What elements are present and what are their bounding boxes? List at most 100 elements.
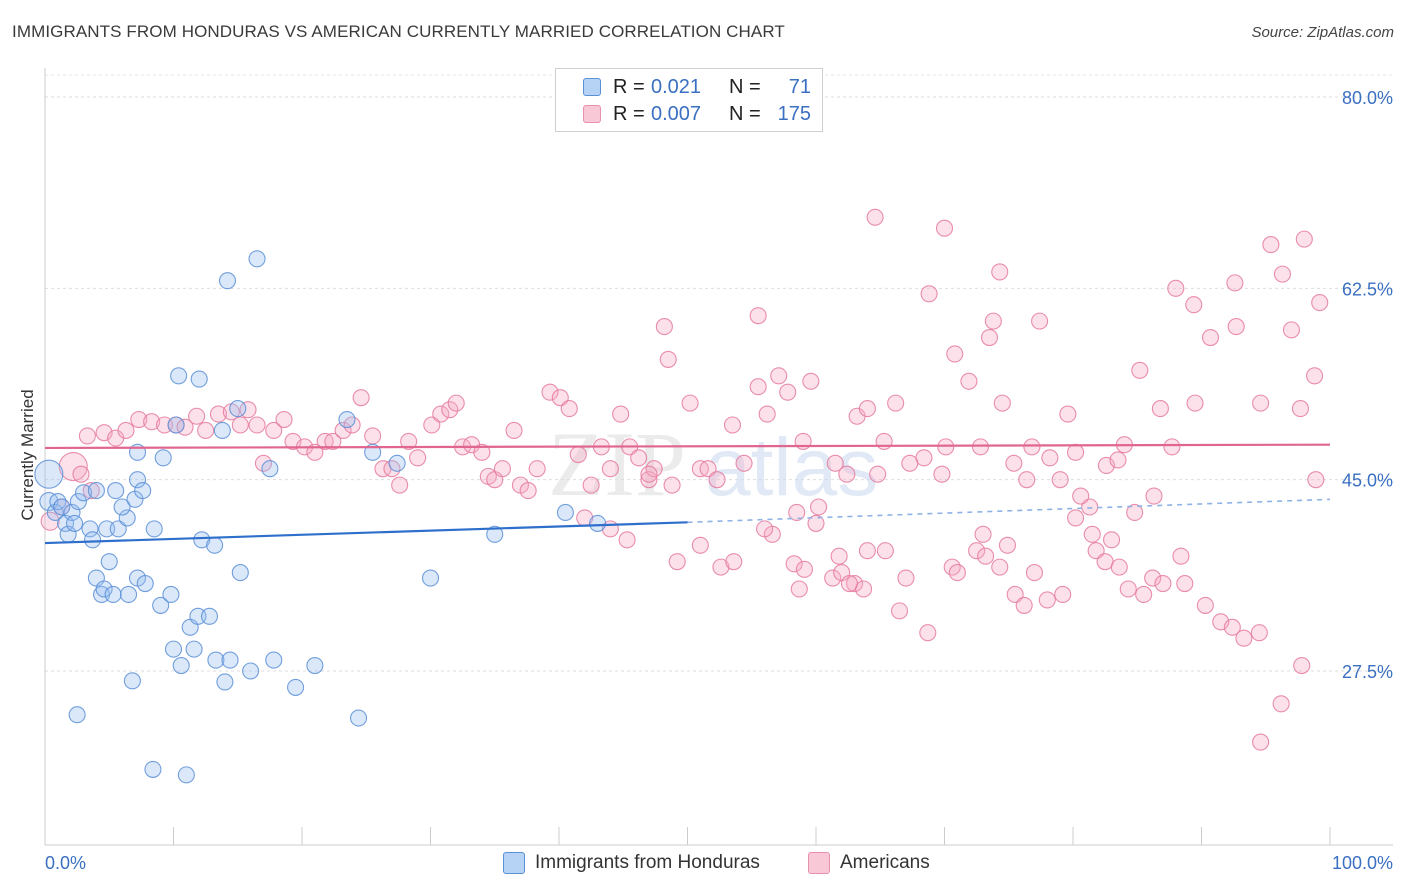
americans-point bbox=[640, 465, 658, 483]
americans-point bbox=[1018, 471, 1036, 489]
honduras-point bbox=[66, 514, 84, 532]
americans-point bbox=[869, 465, 887, 483]
bottom-legend-honduras: Immigrants from Honduras bbox=[503, 852, 760, 874]
americans-point bbox=[960, 372, 978, 390]
americans-point bbox=[1041, 449, 1059, 467]
honduras-point bbox=[83, 531, 102, 549]
trend-lines bbox=[44, 443, 1331, 545]
honduras-point bbox=[75, 484, 93, 502]
honduras-point bbox=[152, 596, 170, 614]
chart-title: IMMIGRANTS FROM HONDURAS VS AMERICAN CUR… bbox=[12, 22, 785, 41]
axes bbox=[44, 68, 1393, 846]
americans-point bbox=[640, 471, 658, 489]
americans-point bbox=[712, 558, 730, 576]
americans-point bbox=[618, 531, 636, 549]
americans-point bbox=[1067, 443, 1085, 461]
honduras-point bbox=[167, 416, 185, 434]
honduras-point bbox=[242, 662, 260, 680]
americans-point bbox=[681, 394, 699, 412]
americans-point bbox=[447, 394, 465, 412]
americans-point bbox=[1226, 274, 1244, 292]
americans-point bbox=[143, 413, 161, 431]
americans-point bbox=[708, 471, 726, 489]
americans-point bbox=[324, 432, 342, 450]
honduras-point bbox=[213, 421, 231, 440]
americans-point bbox=[1135, 585, 1153, 604]
honduras-points bbox=[34, 250, 607, 784]
americans-point bbox=[1163, 438, 1181, 456]
honduras-point bbox=[190, 370, 208, 388]
honduras-point bbox=[145, 520, 163, 538]
americans-point bbox=[770, 367, 788, 385]
americans-point bbox=[275, 410, 293, 429]
americans-point bbox=[933, 465, 951, 483]
americans-point bbox=[1196, 596, 1214, 614]
americans-point bbox=[601, 460, 619, 478]
americans-point bbox=[1311, 293, 1329, 312]
honduras-point bbox=[34, 459, 64, 489]
americans-point bbox=[993, 394, 1011, 412]
americans-point bbox=[188, 407, 206, 425]
honduras-point bbox=[107, 482, 125, 500]
legend-n-value: 71 bbox=[788, 75, 811, 98]
americans-point bbox=[248, 416, 266, 434]
americans-point bbox=[1031, 312, 1049, 330]
bottom-legend-swatch-honduras bbox=[503, 852, 525, 874]
americans-point bbox=[1051, 471, 1069, 489]
americans-point bbox=[991, 263, 1009, 281]
legend-n-label: N = bbox=[729, 102, 761, 125]
americans-point bbox=[400, 432, 418, 450]
americans-point bbox=[130, 410, 148, 429]
americans-point bbox=[756, 520, 774, 538]
americans-point bbox=[155, 416, 174, 434]
legend-swatch-americans bbox=[583, 105, 601, 123]
americans-point bbox=[919, 624, 937, 642]
y-tick-label: 27.5% bbox=[1342, 662, 1393, 682]
americans-point bbox=[1167, 279, 1185, 297]
honduras-point bbox=[388, 454, 406, 472]
honduras-point bbox=[206, 536, 224, 554]
americans-point bbox=[946, 345, 964, 363]
correlation-legend: R = 0.021 N = 71 R = 0.007 N = 175 bbox=[555, 68, 823, 132]
americans-point bbox=[691, 536, 709, 554]
americans-point bbox=[802, 372, 820, 390]
americans-point bbox=[749, 378, 767, 396]
americans-point bbox=[1186, 394, 1204, 412]
americans-point bbox=[441, 401, 459, 419]
americans-point bbox=[845, 574, 864, 593]
legend-r-label: R = bbox=[613, 102, 645, 125]
americans-point bbox=[72, 465, 90, 483]
watermark-atlas: atlas bbox=[705, 422, 878, 513]
americans-point bbox=[1293, 656, 1311, 675]
americans-point bbox=[824, 569, 842, 587]
americans-point bbox=[998, 536, 1017, 554]
americans-point bbox=[838, 465, 856, 483]
americans-point bbox=[858, 400, 876, 418]
americans-point bbox=[858, 542, 876, 560]
honduras-point bbox=[231, 564, 249, 582]
americans-point bbox=[231, 416, 249, 434]
americans-point bbox=[352, 389, 370, 407]
americans-point bbox=[1005, 454, 1023, 472]
americans-point bbox=[668, 553, 686, 571]
americans-point bbox=[1151, 400, 1169, 418]
source-label: Source: ZipAtlas.com bbox=[1251, 24, 1394, 41]
legend-n-value: 175 bbox=[777, 102, 811, 125]
americans-point bbox=[876, 542, 894, 560]
americans-point bbox=[1025, 564, 1043, 582]
americans-point bbox=[582, 476, 600, 494]
americans-point bbox=[40, 511, 60, 531]
americans-point bbox=[1223, 618, 1241, 636]
americans-point bbox=[391, 476, 409, 494]
americans-point bbox=[807, 514, 825, 532]
americans-point bbox=[541, 383, 559, 401]
americans-point bbox=[1282, 321, 1300, 339]
honduras-point bbox=[87, 482, 105, 500]
honduras-point bbox=[588, 514, 607, 532]
y-tick-label: 62.5% bbox=[1342, 279, 1393, 299]
americans-point bbox=[749, 307, 767, 325]
americans-point bbox=[655, 318, 673, 336]
americans-point bbox=[1119, 580, 1137, 598]
americans-point bbox=[78, 427, 96, 445]
bottom-legend-label-americans: Americans bbox=[840, 852, 930, 873]
